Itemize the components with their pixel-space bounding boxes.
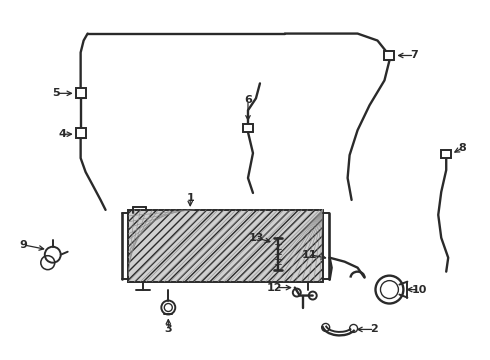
Text: 7: 7 bbox=[411, 50, 418, 60]
Text: 12: 12 bbox=[267, 283, 283, 293]
Bar bbox=[128, 210, 323, 282]
Text: 5: 5 bbox=[52, 88, 60, 98]
Text: 8: 8 bbox=[458, 143, 466, 153]
Text: 13: 13 bbox=[248, 233, 264, 243]
Text: 4: 4 bbox=[59, 129, 67, 139]
Bar bbox=[75, 88, 86, 98]
Text: 3: 3 bbox=[165, 324, 172, 334]
Text: 2: 2 bbox=[370, 324, 378, 334]
Text: 10: 10 bbox=[412, 284, 427, 294]
Bar bbox=[441, 150, 451, 158]
Bar bbox=[385, 50, 394, 60]
Bar bbox=[75, 128, 86, 138]
Text: 11: 11 bbox=[302, 250, 318, 260]
Text: 1: 1 bbox=[186, 193, 194, 203]
Bar bbox=[128, 210, 323, 282]
Text: 6: 6 bbox=[244, 95, 252, 105]
Bar bbox=[243, 124, 253, 132]
Text: 9: 9 bbox=[19, 240, 27, 250]
